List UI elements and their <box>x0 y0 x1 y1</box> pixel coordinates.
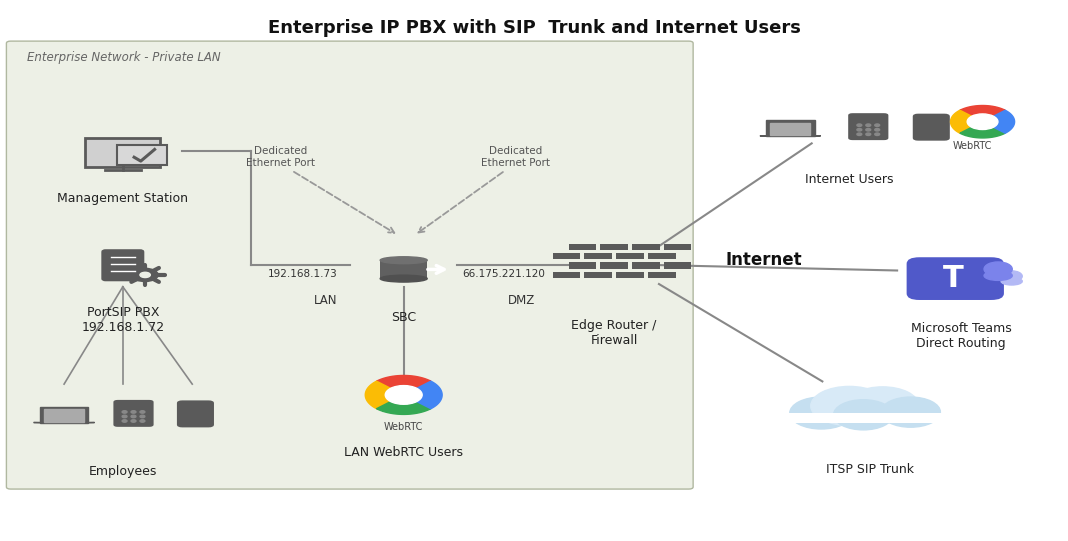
Text: Dedicated
Ethernet Port: Dedicated Ethernet Port <box>482 146 550 168</box>
Circle shape <box>833 400 893 430</box>
Text: Dedicated
Ethernet Port: Dedicated Ethernet Port <box>247 146 315 168</box>
Circle shape <box>875 133 880 135</box>
FancyBboxPatch shape <box>600 262 628 269</box>
FancyBboxPatch shape <box>117 145 167 166</box>
Text: LAN: LAN <box>314 294 337 307</box>
Text: Employees: Employees <box>89 465 157 478</box>
FancyBboxPatch shape <box>6 41 693 489</box>
Text: Enterprise IP PBX with SIP  Trunk and Internet Users: Enterprise IP PBX with SIP Trunk and Int… <box>268 19 800 37</box>
Text: Internet: Internet <box>725 250 802 269</box>
Circle shape <box>857 124 862 127</box>
Circle shape <box>131 415 136 418</box>
FancyBboxPatch shape <box>632 262 660 269</box>
FancyBboxPatch shape <box>848 113 889 140</box>
Text: SBC: SBC <box>391 311 417 324</box>
Text: PortSIP PBX
192.168.1.72: PortSIP PBX 192.168.1.72 <box>81 306 164 334</box>
Ellipse shape <box>984 271 1012 280</box>
Circle shape <box>857 129 862 131</box>
Text: Microsoft Teams
Direct Routing: Microsoft Teams Direct Routing <box>911 322 1011 350</box>
Polygon shape <box>951 110 983 133</box>
FancyBboxPatch shape <box>568 243 596 250</box>
FancyBboxPatch shape <box>788 408 942 419</box>
Polygon shape <box>44 410 84 422</box>
FancyBboxPatch shape <box>632 243 660 250</box>
Circle shape <box>811 386 888 425</box>
Circle shape <box>1001 271 1022 281</box>
Polygon shape <box>404 381 442 408</box>
FancyBboxPatch shape <box>584 272 612 278</box>
Polygon shape <box>960 122 1005 138</box>
Text: LAN WebRTC Users: LAN WebRTC Users <box>344 446 464 459</box>
FancyBboxPatch shape <box>85 138 160 167</box>
Circle shape <box>866 133 870 135</box>
FancyBboxPatch shape <box>568 262 596 269</box>
Text: WebRTC: WebRTC <box>384 422 423 432</box>
Text: Enterprise Network - Private LAN: Enterprise Network - Private LAN <box>27 51 220 64</box>
Circle shape <box>386 386 422 404</box>
Circle shape <box>857 133 862 135</box>
Circle shape <box>875 124 880 127</box>
Circle shape <box>140 272 151 278</box>
Text: 192.168.1.73: 192.168.1.73 <box>268 269 337 279</box>
FancyBboxPatch shape <box>177 400 214 427</box>
Circle shape <box>866 124 870 127</box>
FancyBboxPatch shape <box>380 260 427 279</box>
Circle shape <box>122 420 127 422</box>
Circle shape <box>789 397 853 429</box>
FancyBboxPatch shape <box>103 250 143 280</box>
Text: WebRTC: WebRTC <box>953 141 991 150</box>
Circle shape <box>132 268 158 281</box>
FancyBboxPatch shape <box>648 272 676 278</box>
Polygon shape <box>40 407 89 423</box>
Circle shape <box>131 411 136 413</box>
Circle shape <box>984 262 1012 276</box>
Polygon shape <box>983 110 1015 133</box>
Text: Edge Router /
Firewall: Edge Router / Firewall <box>571 319 657 347</box>
Circle shape <box>131 420 136 422</box>
FancyBboxPatch shape <box>113 400 154 427</box>
Circle shape <box>140 411 145 413</box>
Circle shape <box>847 387 918 423</box>
Text: Internet Users: Internet Users <box>805 173 893 186</box>
FancyBboxPatch shape <box>664 243 691 250</box>
FancyBboxPatch shape <box>552 253 580 259</box>
Text: T: T <box>943 264 964 293</box>
Text: 66.175.221.120: 66.175.221.120 <box>462 269 546 279</box>
Circle shape <box>140 415 145 418</box>
Polygon shape <box>377 395 430 414</box>
Ellipse shape <box>1001 278 1022 285</box>
Circle shape <box>968 114 998 129</box>
Circle shape <box>866 129 870 131</box>
Ellipse shape <box>380 275 427 282</box>
FancyBboxPatch shape <box>913 114 949 141</box>
Circle shape <box>140 420 145 422</box>
Polygon shape <box>965 129 986 135</box>
Polygon shape <box>960 105 1005 122</box>
Circle shape <box>122 415 127 418</box>
FancyBboxPatch shape <box>907 258 1004 300</box>
FancyBboxPatch shape <box>648 253 676 259</box>
Text: Management Station: Management Station <box>58 192 188 205</box>
FancyBboxPatch shape <box>788 413 942 423</box>
FancyBboxPatch shape <box>664 262 691 269</box>
Polygon shape <box>766 121 815 136</box>
Ellipse shape <box>380 257 427 263</box>
FancyBboxPatch shape <box>552 272 580 278</box>
FancyBboxPatch shape <box>584 253 612 259</box>
FancyBboxPatch shape <box>600 243 628 250</box>
Circle shape <box>875 129 880 131</box>
FancyBboxPatch shape <box>616 272 644 278</box>
Circle shape <box>122 411 127 413</box>
Circle shape <box>881 397 941 427</box>
FancyBboxPatch shape <box>616 253 644 259</box>
Polygon shape <box>770 123 811 135</box>
Polygon shape <box>377 375 430 395</box>
Text: ITSP SIP Trunk: ITSP SIP Trunk <box>827 463 914 476</box>
Polygon shape <box>382 403 408 412</box>
Polygon shape <box>365 381 404 408</box>
Text: DMZ: DMZ <box>507 294 535 307</box>
